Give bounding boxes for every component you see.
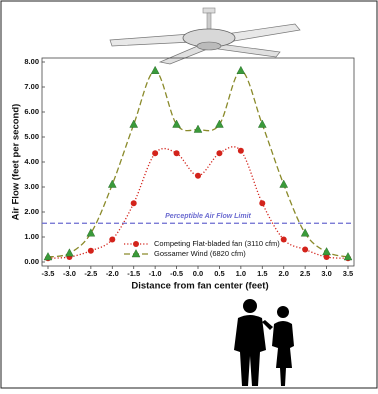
- data-point: [86, 228, 96, 237]
- x-tick-label: -1.5: [127, 269, 140, 278]
- x-tick-label: -2.5: [84, 269, 97, 278]
- x-axis-label: Distance from fan center (feet): [131, 281, 268, 292]
- data-point: [65, 248, 74, 257]
- legend-label: Gossamer Wind (6820 cfm): [154, 249, 246, 258]
- data-point: [216, 150, 223, 157]
- data-point: [43, 252, 53, 261]
- data-point: [302, 246, 309, 253]
- data-point: [172, 119, 181, 128]
- data-point: [173, 150, 180, 157]
- reference-label: Perceptible Air Flow Limit: [165, 213, 251, 220]
- data-point: [195, 172, 201, 179]
- y-tick-label: 6.00: [24, 107, 39, 116]
- data-point: [130, 200, 137, 207]
- x-tick-label: 0.0: [193, 269, 203, 278]
- x-tick-label: 1.5: [257, 269, 267, 278]
- y-tick-label: 2.00: [24, 207, 39, 216]
- data-point: [322, 247, 331, 256]
- y-tick-label: 7.00: [24, 82, 39, 91]
- data-point: [129, 119, 139, 128]
- y-tick-label: 3.00: [24, 182, 39, 191]
- fan-illustration: [109, 7, 301, 65]
- data-point: [150, 65, 160, 74]
- x-tick-label: 0.5: [214, 269, 224, 278]
- x-tick-label: -0.5: [170, 269, 183, 278]
- data-point: [300, 228, 310, 237]
- legend-marker: [133, 241, 139, 247]
- y-axis-label: Air Flow (feet per second): [11, 104, 22, 221]
- data-point: [279, 179, 289, 188]
- data-point: [193, 124, 203, 133]
- data-point: [280, 236, 287, 243]
- data-point: [343, 252, 353, 261]
- data-point: [109, 236, 116, 243]
- y-tick-label: 8.00: [24, 57, 39, 66]
- x-tick-label: 2.5: [300, 269, 310, 278]
- x-tick-label: -3.5: [42, 269, 55, 278]
- y-tick-label: 4.00: [24, 157, 39, 166]
- x-tick-label: -2.0: [106, 269, 119, 278]
- data-point: [87, 247, 94, 254]
- people-silhouette: [234, 299, 294, 386]
- x-tick-label: -1.0: [149, 269, 162, 278]
- x-tick-label: 3.0: [321, 269, 331, 278]
- data-point: [152, 150, 159, 157]
- x-tick-label: -3.0: [63, 269, 76, 278]
- data-point: [259, 200, 266, 207]
- data-point: [107, 179, 117, 188]
- data-point: [237, 147, 244, 154]
- y-tick-label: 5.00: [24, 132, 39, 141]
- data-point: [236, 65, 246, 74]
- y-tick-label: 1.00: [24, 232, 39, 241]
- x-tick-label: 1.0: [236, 269, 246, 278]
- legend-label: Competing Flat-bladed fan (3110 cfm): [154, 239, 280, 248]
- x-tick-label: 2.0: [278, 269, 288, 278]
- x-tick-label: 3.5: [343, 269, 353, 278]
- plot-area: 0.00 1.00 2.00 3.00 4.00 5.00 6.00 7.00 8.00 -3.5…: [24, 57, 355, 278]
- data-point: [257, 119, 267, 128]
- data-point: [323, 254, 330, 260]
- y-tick-label: 0.00: [24, 257, 39, 266]
- data-point: [215, 119, 224, 128]
- legend-marker: [131, 249, 141, 258]
